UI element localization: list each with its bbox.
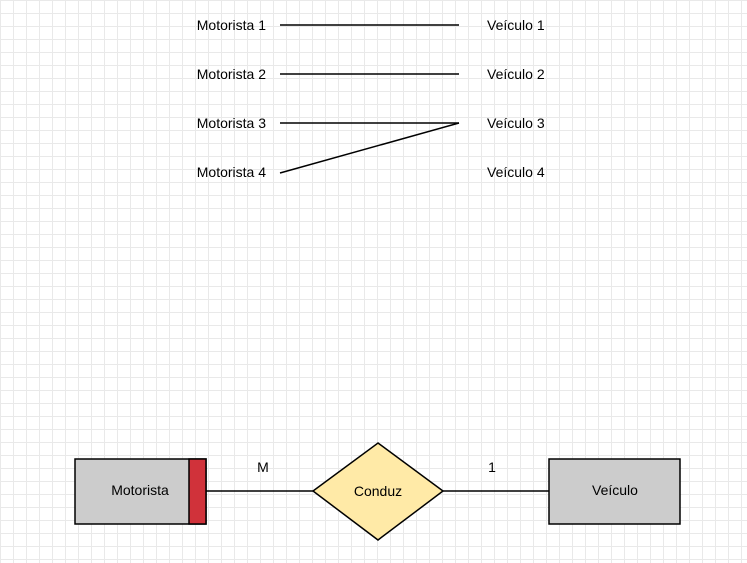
motorista-2-label: Motorista 2 bbox=[197, 66, 266, 82]
relationship-conduz-label: Conduz bbox=[354, 483, 402, 499]
veiculo-4-label: Veículo 4 bbox=[487, 164, 545, 180]
relationship-conduz[interactable] bbox=[311, 442, 445, 541]
cardinality-right: 1 bbox=[488, 459, 496, 475]
veiculo-1-label: Veículo 1 bbox=[487, 17, 545, 33]
er-diagram: Motorista Conduz Veículo M 1 bbox=[74, 442, 681, 541]
veiculo-2-label: Veículo 2 bbox=[487, 66, 545, 82]
entity-veiculo-label: Veículo bbox=[592, 482, 638, 498]
motorista-3-label: Motorista 3 bbox=[197, 115, 266, 131]
motorista-4-label: Motorista 4 bbox=[197, 164, 266, 180]
motorista-1-label: Motorista 1 bbox=[197, 17, 266, 33]
entity-motorista-label: Motorista bbox=[111, 482, 169, 498]
mapping-diagram: Motorista 1 Motorista 2 Motorista 3 Moto… bbox=[197, 17, 545, 180]
veiculo-3-label: Veículo 3 bbox=[487, 115, 545, 131]
weak-entity-marker bbox=[188, 458, 207, 525]
entity-motorista[interactable] bbox=[74, 458, 207, 525]
link-motorista-4-veiculo-3[interactable] bbox=[279, 122, 460, 174]
entity-veiculo[interactable] bbox=[548, 458, 681, 525]
cardinality-left: M bbox=[257, 459, 269, 475]
